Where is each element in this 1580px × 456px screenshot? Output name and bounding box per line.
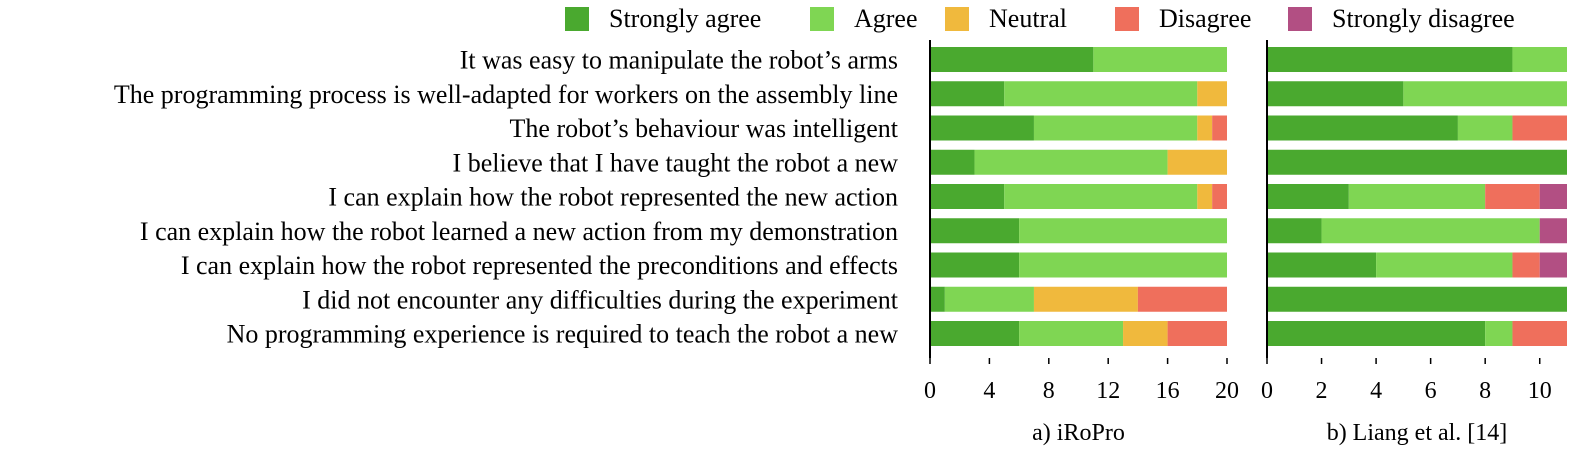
bar-segment-neutral — [1167, 149, 1227, 175]
legend-swatch-strongly_agree — [565, 7, 589, 31]
bar-segment-strongly-agree — [1267, 184, 1349, 209]
bar-segment-strongly-disagree — [1539, 218, 1567, 244]
bar-segment-strongly-agree — [930, 321, 1020, 346]
bar-segment-disagree — [1512, 252, 1540, 278]
bar-segment-strongly-agree — [1267, 252, 1377, 278]
x-tick-label: 8 — [1479, 378, 1491, 404]
bar-segment-disagree — [1212, 184, 1227, 209]
bar-segment-neutral — [1033, 286, 1138, 312]
bar-segment-neutral — [1197, 81, 1227, 107]
bar-segment-agree — [1376, 252, 1513, 278]
question-label: I can explain how the robot represented … — [328, 183, 898, 212]
question-label: I can explain how the robot learned a ne… — [140, 217, 898, 246]
bar-segment-agree — [1321, 218, 1540, 244]
bar-segment-agree — [1093, 47, 1227, 72]
panel-liang: 0 2 4 6 8 10 b) Liang et al. [14] — [1261, 40, 1567, 446]
legend-swatch-disagree — [1115, 7, 1139, 31]
question-label: No programming experience is required to… — [227, 320, 899, 349]
bar-segment-disagree — [1485, 184, 1540, 209]
bar-segment-strongly-agree — [1267, 218, 1322, 244]
bar-segment-agree — [1485, 321, 1513, 346]
bar-segment-strongly-disagree — [1539, 252, 1567, 278]
x-tick-label: 2 — [1316, 378, 1328, 404]
bar-segment-strongly-agree — [930, 286, 945, 312]
legend-label-strongly_disagree: Strongly disagree — [1332, 4, 1515, 33]
question-label: I can explain how the robot represented … — [181, 251, 898, 280]
question-label: I did not encounter any difficulties dur… — [302, 285, 899, 314]
bar-segment-agree — [974, 149, 1168, 175]
bar-segment-strongly-agree — [930, 184, 1005, 209]
question-label: It was easy to manipulate the robot’s ar… — [460, 46, 898, 75]
legend-swatch-agree — [810, 7, 834, 31]
question-label: I believe that I have taught the robot a… — [453, 148, 899, 177]
bar-segment-agree — [1019, 252, 1227, 278]
bar-segment-disagree — [1512, 115, 1567, 141]
bar-segment-agree — [1033, 115, 1198, 141]
x-tick-label: 6 — [1425, 378, 1437, 404]
legend-swatch-neutral — [945, 7, 969, 31]
panel-caption: b) Liang et al. [14] — [1327, 420, 1508, 446]
x-tick-label: 12 — [1096, 378, 1120, 404]
bar-segment-strongly-agree — [1267, 115, 1458, 141]
legend-label-agree: Agree — [854, 4, 918, 33]
bar-segment-neutral — [1123, 321, 1168, 346]
bar-segment-neutral — [1197, 115, 1213, 141]
bar-segment-agree — [1004, 184, 1198, 209]
bar-segment-disagree — [1512, 321, 1567, 346]
legend-swatch-strongly_disagree — [1288, 7, 1312, 31]
x-tick-label: 8 — [1043, 378, 1055, 404]
bar-segment-neutral — [1197, 184, 1213, 209]
legend-label-disagree: Disagree — [1159, 4, 1251, 33]
panel-iropro: 0 4 8 12 16 20 a) iRoPro — [924, 40, 1239, 446]
bar-segment-strongly-agree — [930, 81, 1005, 107]
bar-segment-strongly-disagree — [1539, 184, 1567, 209]
bar-segment-disagree — [1167, 321, 1227, 346]
bar-segment-agree — [1403, 81, 1567, 107]
bar-segment-agree — [1019, 218, 1227, 244]
bar-segment-strongly-agree — [930, 149, 975, 175]
legend: Strongly agree Agree Neutral Disagree Strong… — [565, 4, 1515, 33]
bar-segment-agree — [1348, 184, 1486, 209]
bar-segment-disagree — [1137, 286, 1227, 312]
question-labels: It was easy to manipulate the robot’s ar… — [114, 46, 899, 349]
x-tick-label: 0 — [924, 378, 936, 404]
x-tick-label: 0 — [1261, 378, 1273, 404]
bar-segment-strongly-agree — [1267, 149, 1567, 175]
bar-segment-agree — [1004, 81, 1198, 107]
bar-segment-disagree — [1212, 115, 1227, 141]
bar-segment-strongly-agree — [930, 218, 1020, 244]
bar-segment-strongly-agree — [1267, 286, 1567, 312]
question-label: The robot’s behaviour was intelligent — [510, 114, 899, 143]
bar-segment-strongly-agree — [930, 252, 1020, 278]
x-tick-label: 4 — [1370, 378, 1382, 404]
legend-label-neutral: Neutral — [989, 4, 1067, 33]
bar-segment-strongly-agree — [930, 115, 1034, 141]
x-tick-label: 10 — [1528, 378, 1552, 404]
bar-segment-strongly-agree — [1267, 321, 1486, 346]
legend-label-strongly_agree: Strongly agree — [609, 4, 761, 33]
x-tick-label: 4 — [983, 378, 995, 404]
panel-caption: a) iRoPro — [1032, 420, 1125, 446]
bar-segment-agree — [1457, 115, 1513, 141]
question-label: The programming process is well-adapted … — [114, 80, 898, 109]
x-tick-label: 16 — [1156, 378, 1180, 404]
bar-segment-agree — [1019, 321, 1124, 346]
bar-segment-strongly-agree — [930, 47, 1094, 72]
bar-segment-strongly-agree — [1267, 47, 1513, 72]
bar-segment-strongly-agree — [1267, 81, 1404, 107]
bar-segment-agree — [1512, 47, 1567, 72]
x-tick-label: 20 — [1215, 378, 1239, 404]
bar-segment-agree — [944, 286, 1034, 312]
